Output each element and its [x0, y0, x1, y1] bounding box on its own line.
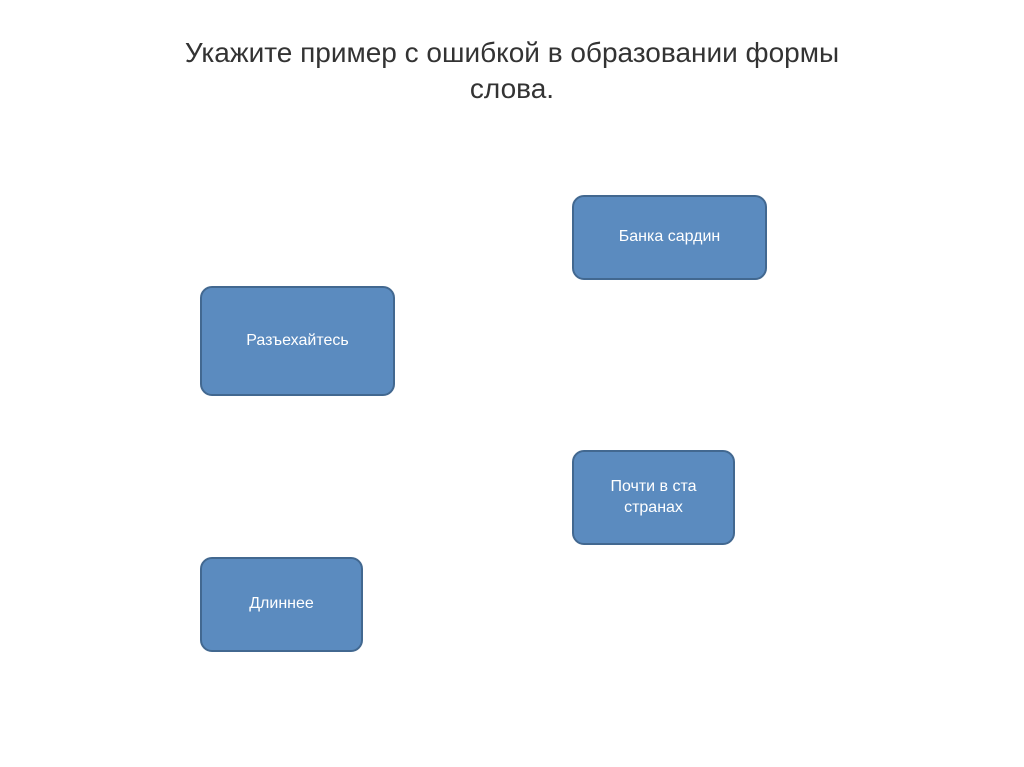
title-line-1: Укажите пример с ошибкой в образовании ф…	[185, 37, 839, 68]
option-box-4[interactable]: Длиннее	[200, 557, 363, 652]
option-label-3: Почти в ста странах	[582, 477, 725, 519]
title-line-2: слова.	[470, 73, 554, 104]
option-label-2: Разъехайтесь	[246, 331, 348, 352]
option-box-2[interactable]: Разъехайтесь	[200, 286, 395, 396]
option-label-1: Банка сардин	[619, 227, 720, 248]
question-title: Укажите пример с ошибкой в образовании ф…	[0, 35, 1024, 108]
option-box-1[interactable]: Банка сардин	[572, 195, 767, 280]
option-label-4: Длиннее	[249, 594, 314, 615]
option-box-3[interactable]: Почти в ста странах	[572, 450, 735, 545]
